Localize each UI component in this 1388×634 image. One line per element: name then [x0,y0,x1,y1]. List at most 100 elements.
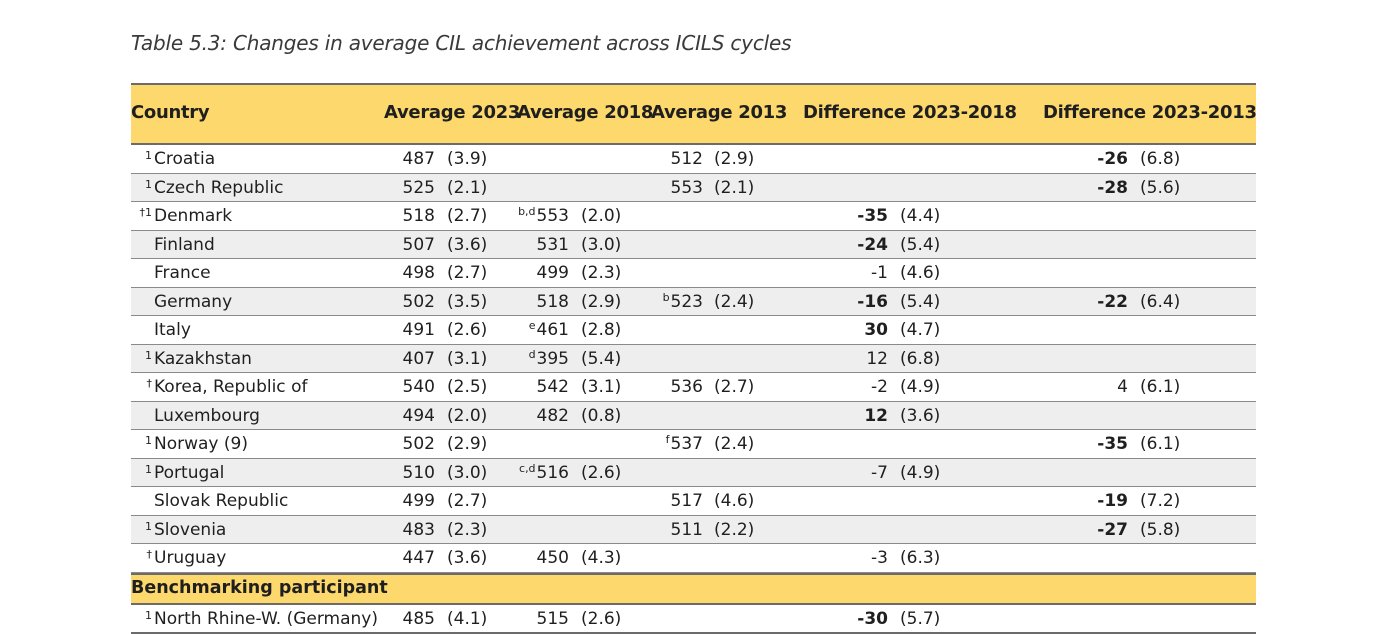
country-footnote: 1 [131,149,152,162]
diff-2018-value: 30 [831,320,888,340]
country-footnote: † [131,548,152,561]
avg-2018-se: (2.0) [581,206,621,226]
avg-2013-se: (2.1) [714,178,754,198]
avg-2013-number: 523 [671,292,703,312]
avg-2018-value: b,d553 [501,206,569,226]
diff-2018-se: (6.8) [900,349,940,369]
avg-2023-value: 502 [386,434,435,454]
diff-2013-se: (6.4) [1140,292,1180,312]
header-average-2023: Average 2023 [384,102,520,123]
avg-2018-se: (2.3) [581,263,621,283]
table-header: Country Average 2023 Average 2018 Averag… [131,83,1256,145]
avg-2023-se: (2.7) [447,491,487,511]
diff-2018-value: -3 [831,548,888,568]
avg-2023-value: 498 [386,263,435,283]
avg-2023-value: 540 [386,377,435,397]
country-name: Portugal [154,463,224,483]
country-name: Uruguay [154,548,226,568]
avg-2023-value: 510 [386,463,435,483]
country-footnote: †1 [131,206,152,219]
avg-2018-value: 515 [501,609,569,629]
avg-2018-se: (3.0) [581,235,621,255]
country-name: Korea, Republic of [154,377,307,397]
country-name: Norway (9) [154,434,248,454]
avg-2023-se: (3.9) [447,149,487,169]
avg-2013-se: (2.2) [714,520,754,540]
diff-2018-value: 12 [831,406,888,426]
avg-2023-value: 485 [386,609,435,629]
diff-2013-value: 4 [1071,377,1128,397]
avg-2023-value: 447 [386,548,435,568]
country-name: Kazakhstan [154,349,252,369]
header-country: Country [131,102,209,123]
country-footnote: 1 [131,520,152,533]
diff-2018-value: -24 [831,235,888,255]
diff-2018-value: -1 [831,263,888,283]
avg-2023-value: 491 [386,320,435,340]
avg-2018-value [501,178,569,198]
avg-2013-se: (2.4) [714,434,754,454]
avg-2013-value [636,609,703,629]
avg-2023-value: 499 [386,491,435,511]
avg-2018-value [501,434,569,454]
avg-2018-note: b,d [518,205,535,218]
avg-2013-value: 553 [636,178,703,198]
avg-2018-se: (3.1) [581,377,621,397]
country-footnote: 1 [131,463,152,476]
country-name: Germany [154,292,232,312]
diff-2018-se: (5.4) [900,292,940,312]
avg-2018-number: 499 [537,263,569,283]
diff-2013-se: (7.2) [1140,491,1180,511]
country-name: Luxembourg [154,406,260,426]
table-caption: Table 5.3: Changes in average CIL achiev… [131,31,791,55]
avg-2023-value: 502 [386,292,435,312]
country-footnote: 1 [131,178,152,191]
diff-2018-value: -30 [831,609,888,629]
avg-2018-note: d [529,348,536,361]
avg-2018-value: 518 [501,292,569,312]
avg-2023-value: 483 [386,520,435,540]
avg-2023-se: (3.6) [447,235,487,255]
avg-2018-value: d395 [501,349,569,369]
avg-2018-number: 461 [537,320,569,340]
diff-2013-se: (5.8) [1140,520,1180,540]
diff-2018-value: -7 [831,463,888,483]
avg-2013-se: (4.6) [714,491,754,511]
avg-2023-se: (2.1) [447,178,487,198]
country-name: Finland [154,235,215,255]
avg-2013-number: 511 [671,520,703,540]
avg-2013-value [636,548,703,568]
avg-2018-number: 482 [537,406,569,426]
avg-2018-number: 553 [537,206,569,226]
avg-2013-se: (2.9) [714,149,754,169]
cil-achievement-table: Country Average 2023 Average 2018 Averag… [131,83,1256,634]
avg-2018-value: 542 [501,377,569,397]
country-name: Slovenia [154,520,226,540]
avg-2013-value [636,206,703,226]
avg-2013-value [636,406,703,426]
avg-2023-se: (4.1) [447,609,487,629]
avg-2013-number: 537 [671,434,703,454]
header-average-2018: Average 2018 [517,102,653,123]
avg-2013-note: f [666,433,670,446]
avg-2023-value: 525 [386,178,435,198]
avg-2023-se: (3.0) [447,463,487,483]
avg-2013-value [636,235,703,255]
benchmark-section-header: Benchmarking participant [131,573,1256,605]
diff-2013-value: -28 [1071,178,1128,198]
diff-2013-se: (6.1) [1140,377,1180,397]
avg-2013-value: 536 [636,377,703,397]
avg-2013-value [636,349,703,369]
avg-2018-value [501,520,569,540]
avg-2023-value: 518 [386,206,435,226]
country-name: Denmark [154,206,232,226]
avg-2018-number: 395 [537,349,569,369]
country-footnote: 1 [131,609,152,622]
